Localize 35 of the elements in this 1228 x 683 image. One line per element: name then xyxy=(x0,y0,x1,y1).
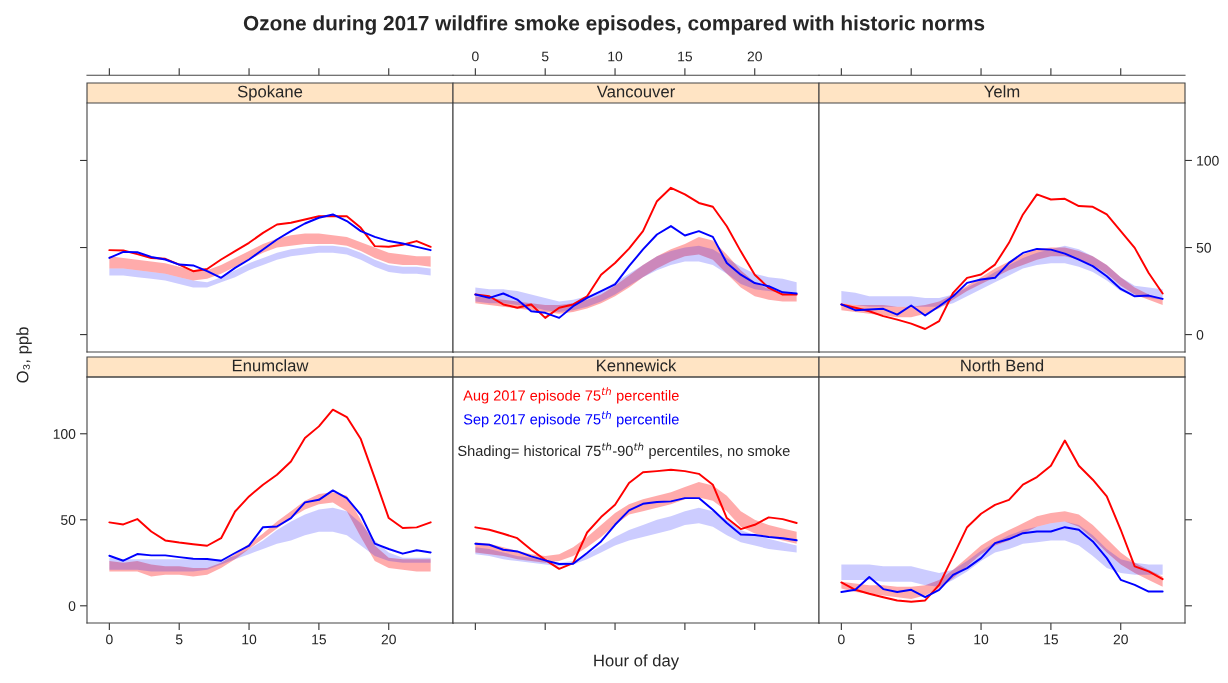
x-tick-label: 5 xyxy=(907,634,915,645)
x-tick-label: 5 xyxy=(175,634,183,645)
x-tick-label: 15 xyxy=(678,51,693,62)
x-tick-label: 0 xyxy=(838,634,845,645)
x-tick-label: 0 xyxy=(106,634,113,645)
y-tick-label: 100 xyxy=(53,429,76,439)
x-tick-label: 10 xyxy=(974,634,989,645)
text: Aug 2017 episode 75$^{th}$ percentile xyxy=(463,387,679,404)
x-tick-label: 10 xyxy=(608,51,623,62)
chart-subtitle: Spokane xyxy=(237,85,303,101)
chart-subtitle: Enumclaw xyxy=(232,359,309,372)
text: Sep 2017 episode 75$^{th}$ percentile xyxy=(463,410,679,428)
text: Ozone during 2017 wildfire smoke episodes, compared with historic norms xyxy=(243,15,985,35)
y-tick-label: 100 xyxy=(1197,155,1219,166)
chart-subtitle: North Bend xyxy=(961,359,1044,372)
y-tick-label: 0 xyxy=(68,601,76,611)
chart-subtitle: Yelm xyxy=(984,85,1020,98)
y-axis-title: O₃, ppb xyxy=(16,327,32,383)
chart-subtitle: Kennewick xyxy=(597,359,677,372)
chart-subtitle: Vancouver xyxy=(596,85,675,98)
x-tick-label: 20 xyxy=(747,51,762,62)
y-tick-label: 0 xyxy=(1196,329,1204,340)
x-tick-label: 15 xyxy=(1044,634,1059,645)
x-axis-title: Hour of day xyxy=(594,654,680,670)
line-series xyxy=(108,408,432,547)
y-tick-label: 50 xyxy=(1196,242,1212,253)
line-series xyxy=(108,489,432,562)
x-tick-label: 10 xyxy=(242,634,257,645)
x-tick-label: 0 xyxy=(472,51,479,62)
x-tick-label: 20 xyxy=(1113,634,1128,645)
x-tick-label: 20 xyxy=(381,634,396,645)
annotation: Shading= historical 75$^{th}$-90$^{th}$ percentiles, no smoke xyxy=(458,442,790,459)
x-tick-label: 15 xyxy=(312,634,327,645)
y-tick-label: 50 xyxy=(61,515,76,525)
x-tick-label: 5 xyxy=(541,51,549,62)
